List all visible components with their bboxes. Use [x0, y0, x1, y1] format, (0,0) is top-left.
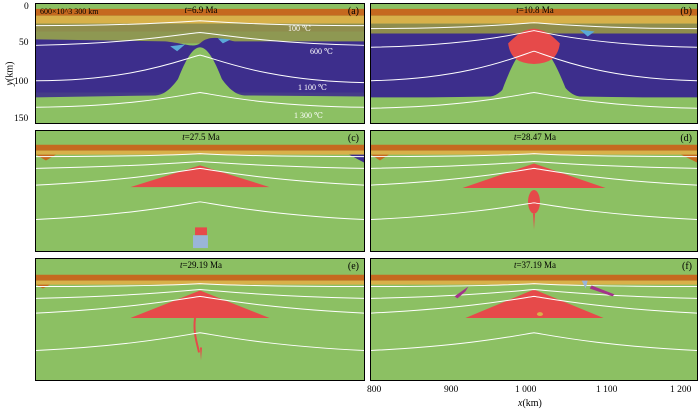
panel-c: t=27.5 Ma (c) — [35, 130, 365, 252]
x-axis-label: x(km) — [518, 398, 542, 409]
panel-d: t=28.47 Ma (d) — [370, 130, 698, 252]
panel-e-label: (e) — [347, 261, 359, 272]
y-tick-50: 50 — [19, 38, 29, 48]
panel-a-label: (a) — [347, 6, 359, 17]
x-tick-1100: 1 100 — [596, 385, 618, 395]
y-tick-100: 100 — [14, 77, 29, 87]
isotherm-1300-label: 1 300 ℃ — [294, 111, 323, 120]
panel-f-plot — [371, 274, 697, 351]
panel-f: t=37.19 Ma (f) — [370, 258, 698, 381]
panel-e-plot — [36, 274, 364, 361]
panel-c-plot — [36, 144, 364, 249]
panel-b-plot — [371, 8, 697, 123]
x-tick-1200: 1 200 — [670, 385, 692, 395]
panel-d-time: t=28.47 Ma — [513, 132, 557, 142]
panel-c-time: t=27.5 Ma — [182, 132, 220, 142]
panel-d-label: (d) — [680, 133, 692, 144]
panel-a-plot — [36, 8, 364, 123]
panel-f-label: (f) — [682, 261, 692, 272]
panel-a-time: t=6.9 Ma — [184, 5, 218, 15]
isotherm-1100-label: 1 100 ℃ — [298, 83, 327, 92]
panel-e: t=29.19 Ma (e) — [35, 258, 365, 381]
panel-e-time: t=29.19 Ma — [179, 260, 223, 270]
y-tick-150: 150 — [14, 114, 29, 124]
y-tick-0: 0 — [24, 2, 29, 12]
panel-c-label: (c) — [347, 133, 359, 144]
isotherm-600-label: 600 ℃ — [310, 47, 333, 56]
panel-b: t=10.8 Ma (b) — [370, 3, 698, 124]
isotherm-100-label: 100 ℃ — [288, 24, 311, 33]
x-tick-1000: 1 000 — [515, 385, 537, 395]
x-tick-900: 900 — [444, 385, 459, 395]
panel-d-plot — [371, 144, 697, 230]
panel-f-time: t=37.19 Ma — [513, 260, 557, 270]
scale-label: 600×10^3 300 km — [40, 7, 99, 16]
panel-b-label: (b) — [680, 6, 692, 17]
panel-b-time: t=10.8 Ma — [516, 5, 554, 15]
x-tick-800: 800 — [367, 385, 382, 395]
panel-a: 600×10^3 300 km t=6.9 Ma (a) 100 ℃ 600 ℃… — [35, 3, 365, 124]
